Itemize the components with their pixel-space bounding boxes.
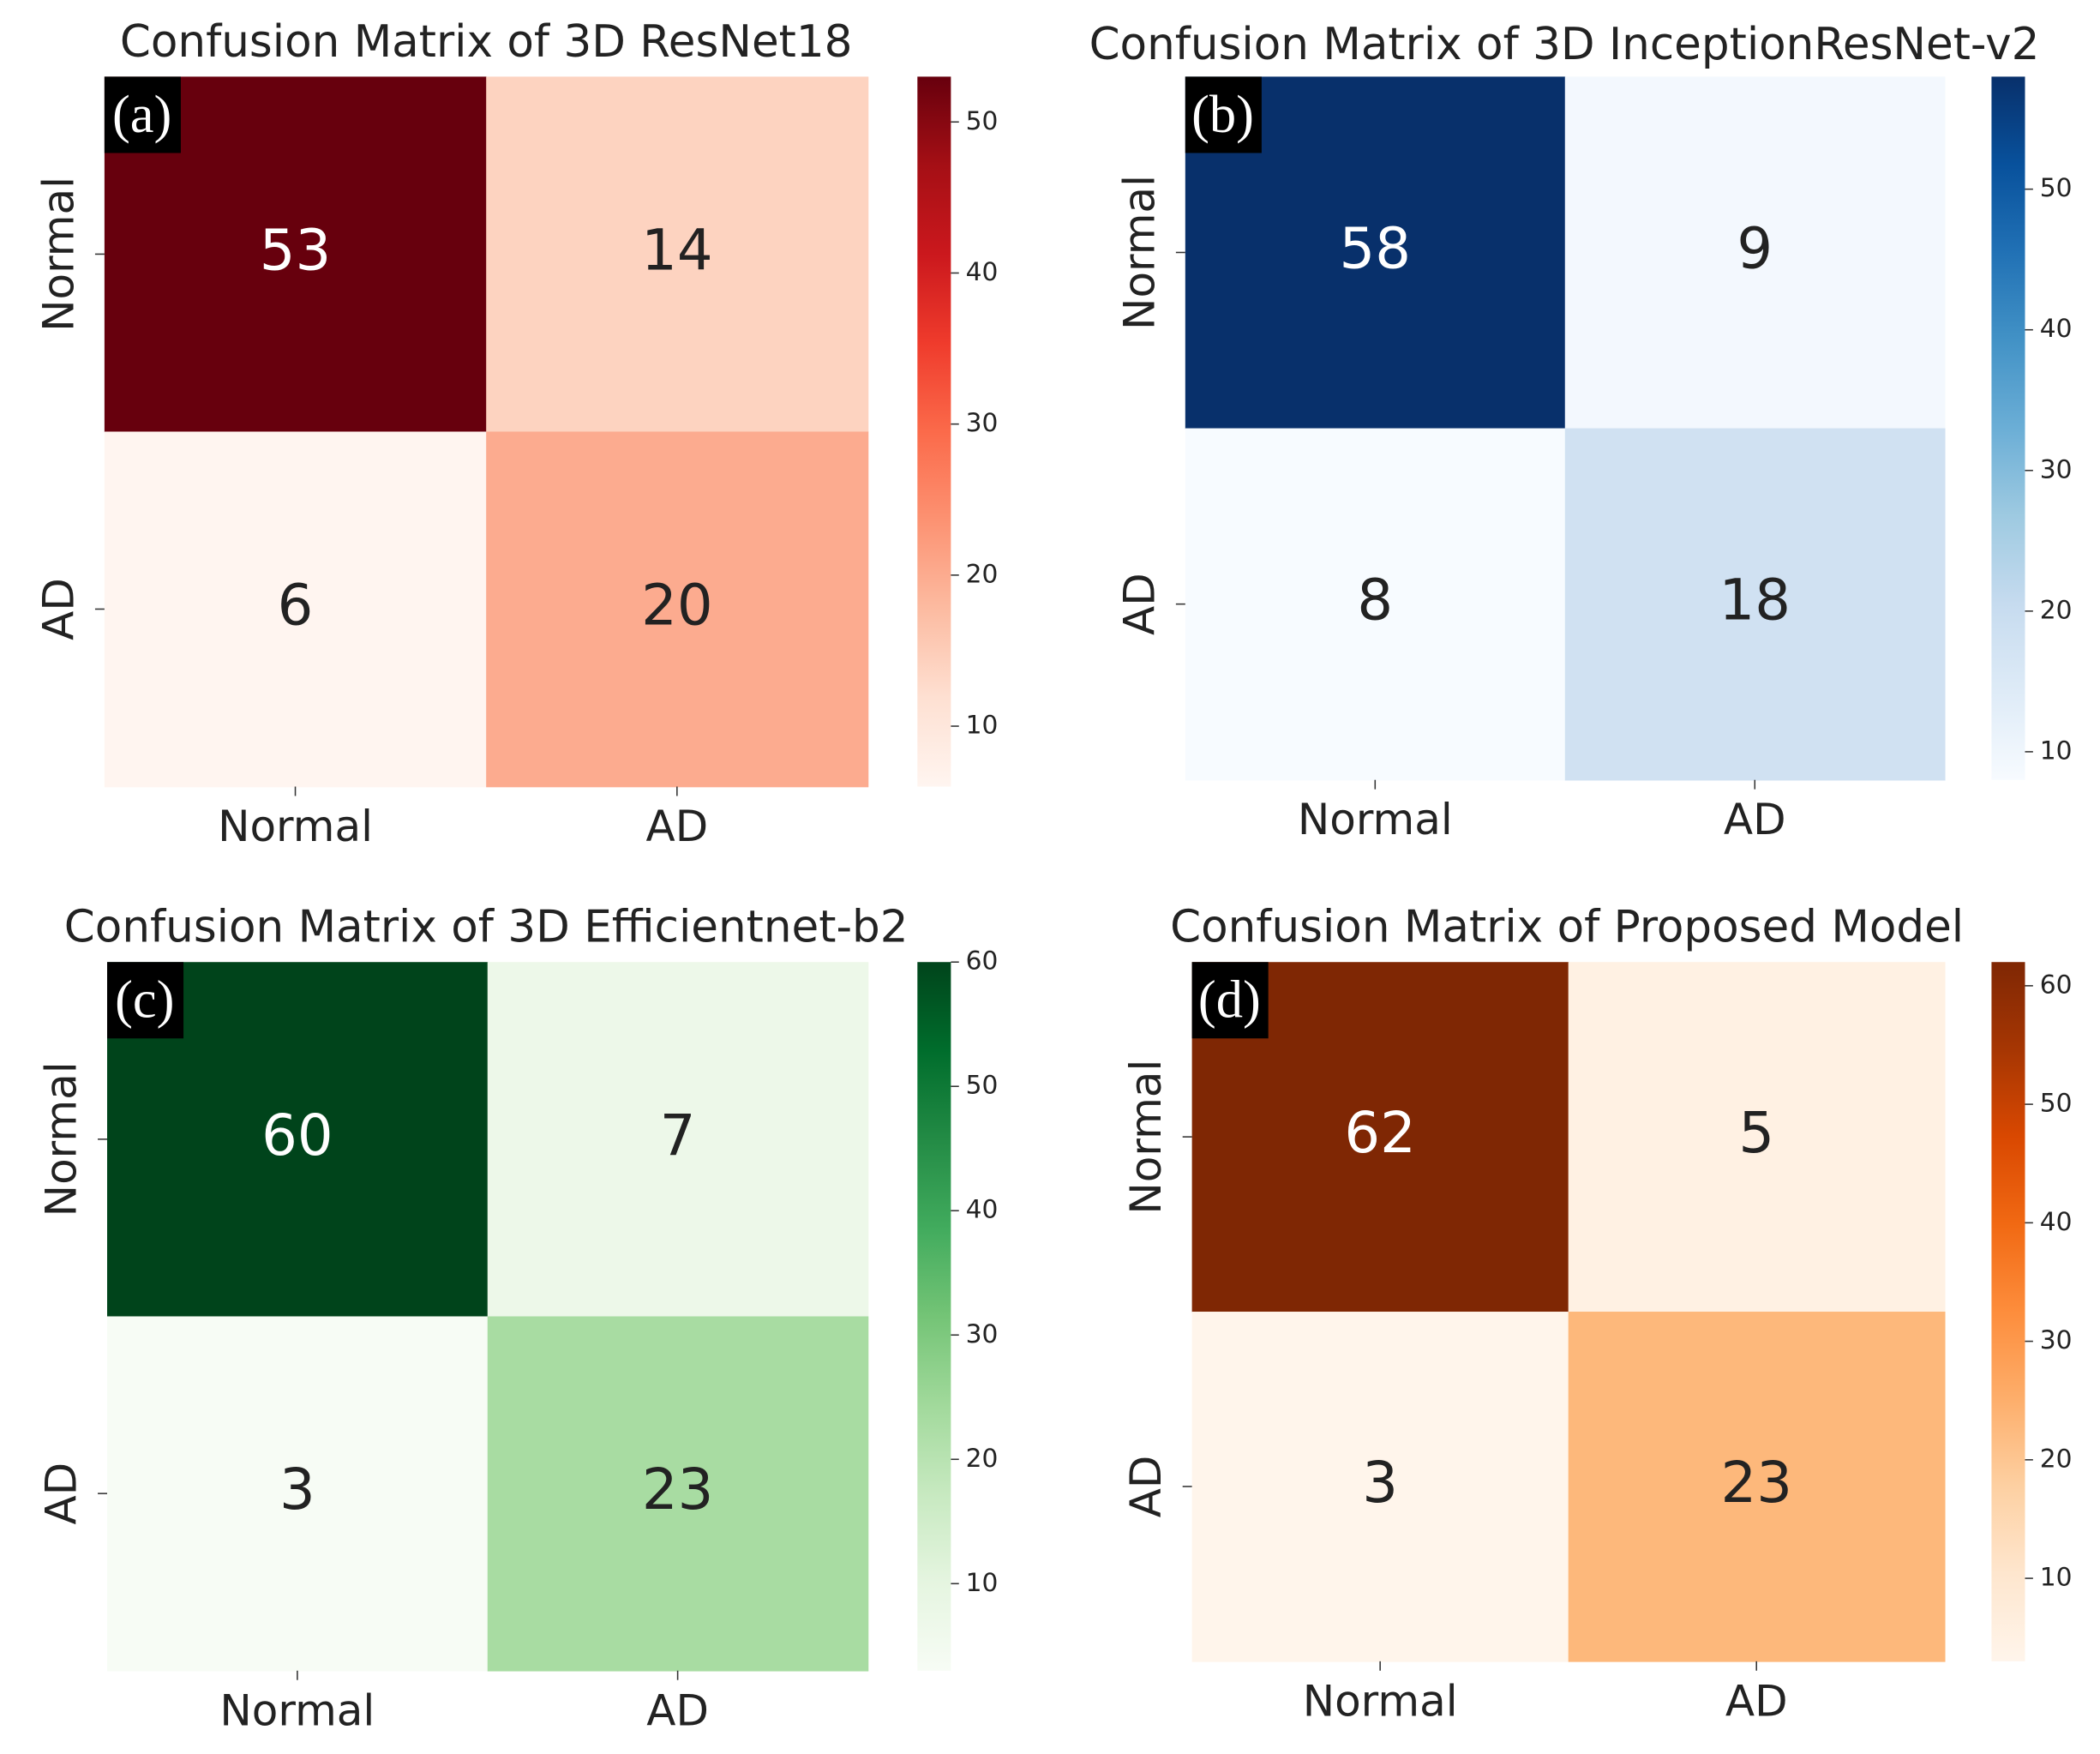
colorbar-tick-label: 60 [2040,969,2073,999]
colorbar-tick-label: 40 [2040,313,2073,343]
heatmap-cell [104,431,487,788]
chart-title: Confusion Matrix of 3D Efficientnet-b2 [64,902,909,953]
panel-label: (b) [1191,84,1254,144]
colorbar-tick-label: 10 [2040,735,2073,765]
cell-label: 62 [1344,1101,1416,1166]
colorbar-tick-label: 40 [966,256,999,286]
panel-label-box [1185,76,1262,153]
colorbar-tick-label: 10 [2040,1562,2073,1592]
y-tick-label: Normal [36,1061,86,1216]
heatmap-cell [1191,1312,1569,1662]
colorbar-tick-label: 10 [966,1567,999,1597]
y-tick-label: Normal [1121,1060,1171,1215]
colorbar [917,76,951,787]
colorbar-tick-label: 60 [966,946,999,976]
cell-label: 53 [260,219,332,284]
y-tick-label: Normal [1114,175,1164,330]
heatmap-cell [487,1316,869,1672]
colorbar-tick-label: 50 [2040,172,2073,202]
panel-label: (a) [112,84,171,144]
colorbar-tick-label: 40 [966,1194,999,1224]
colorbar-tick-label: 30 [966,1319,999,1349]
y-tick-label: AD [1121,1456,1171,1518]
chart-title: Confusion Matrix of 3D ResNet18 [120,16,853,68]
y-tick-label: Normal [33,177,83,332]
cell-label: 5 [1738,1101,1774,1166]
cell-label: 6 [278,574,314,639]
heatmap-cell [1568,962,1946,1312]
colorbar [1991,962,2025,1661]
x-tick-label: AD [645,802,708,851]
heatmap-cell [107,1316,489,1672]
heatmap-cell [486,431,869,788]
x-tick-label: Normal [218,802,373,851]
colorbar-tick-label: 20 [966,1443,999,1473]
colorbar-tick-label: 50 [966,1070,999,1100]
colorbar-tick-label: 30 [966,407,999,437]
colorbar [917,962,951,1671]
colorbar-tick-label: 30 [2040,454,2073,484]
cell-label: 7 [660,1103,696,1168]
y-tick-label: AD [36,1463,86,1525]
cell-label: 20 [641,574,712,639]
colorbar-tick-label: 40 [2040,1206,2073,1236]
cell-label: 8 [1357,568,1393,634]
heatmap-cell [1568,1312,1946,1662]
cell-label: 3 [279,1457,315,1523]
cell-label: 23 [642,1457,713,1523]
cell-label: 3 [1362,1451,1398,1516]
x-tick-label: AD [646,1685,709,1735]
colorbar-tick-label: 20 [2040,594,2073,624]
colorbar-tick-label: 10 [966,710,999,740]
colorbar-tick-label: 30 [2040,1325,2073,1355]
panel-label: (d) [1198,970,1261,1030]
x-tick-label: Normal [1303,1676,1458,1726]
heatmap-cell [1185,428,1566,781]
panel-label-box [107,962,184,1039]
panel-label-box [104,76,181,153]
x-tick-label: AD [1725,1676,1788,1726]
x-tick-label: Normal [1298,795,1453,844]
colorbar [1991,76,2025,780]
heatmap-cell [487,962,869,1318]
panel-label-box [1191,962,1269,1039]
colorbar-tick-label: 50 [966,105,999,135]
x-tick-label: AD [1724,795,1786,844]
y-tick-label: AD [1114,573,1164,635]
x-tick-label: Normal [219,1685,375,1735]
cell-label: 14 [641,219,712,284]
y-tick-label: AD [33,578,83,640]
colorbar-tick-label: 50 [2040,1088,2073,1118]
colorbar-tick-label: 20 [966,558,999,588]
chart-title: Confusion Matrix of Proposed Model [1170,902,1964,953]
heatmap-cell [486,76,869,433]
cell-label: 60 [261,1103,333,1168]
cell-label: 58 [1340,217,1412,282]
panel-label: (c) [115,970,174,1030]
heatmap-cell [1564,76,1946,429]
heatmap-cell [1564,428,1946,781]
chart-title: Confusion Matrix of 3D InceptionResNet-v… [1089,19,2040,70]
cell-label: 23 [1720,1451,1792,1516]
colorbar-tick-label: 20 [2040,1443,2073,1473]
cell-label: 9 [1737,217,1773,282]
cell-label: 18 [1719,568,1791,634]
